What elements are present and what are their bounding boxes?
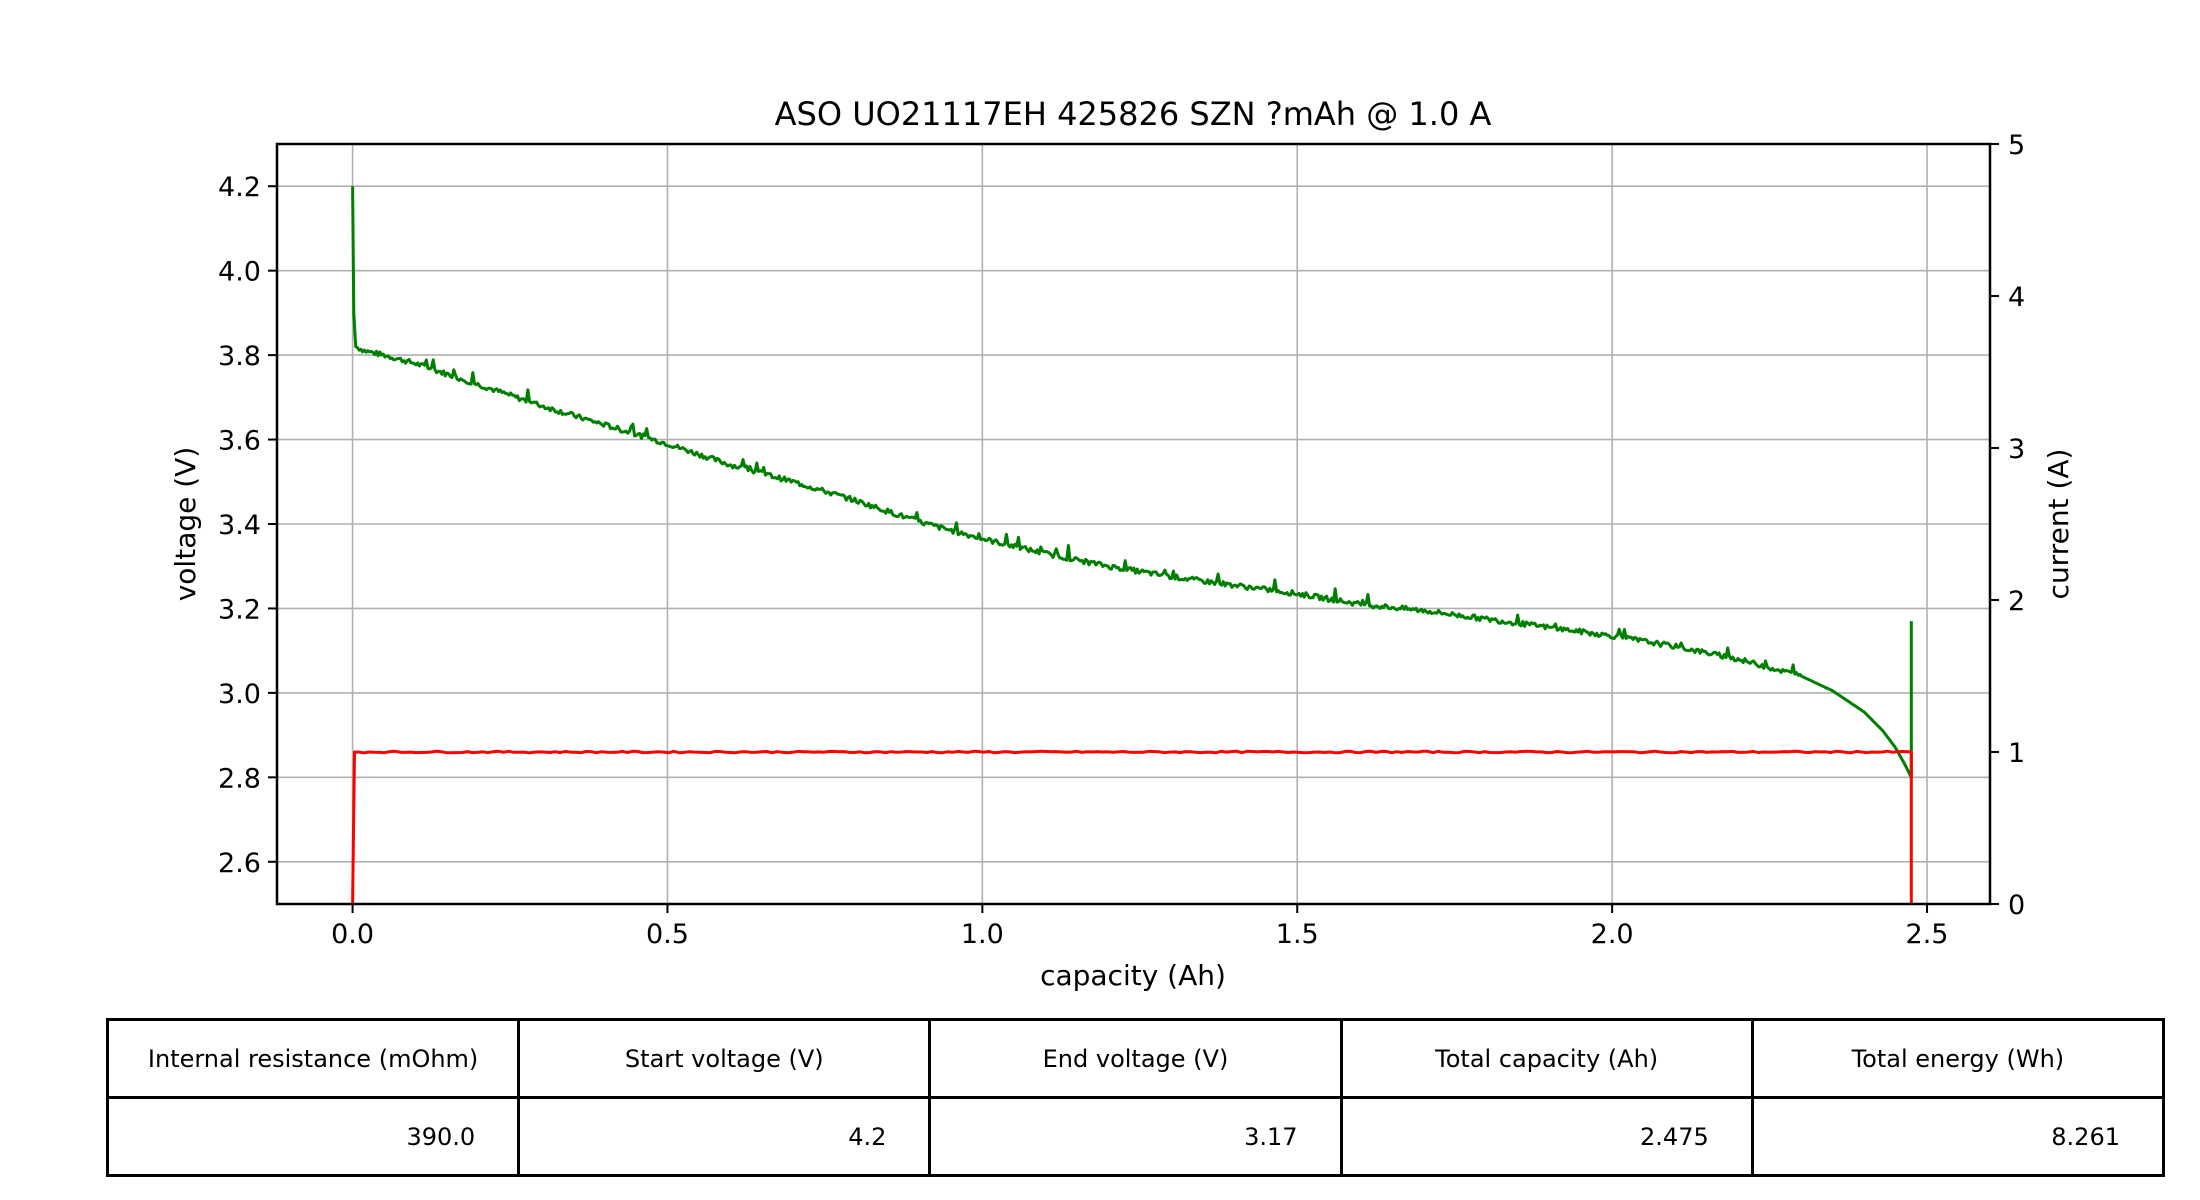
y-axis-right: 0 1 2 3 4 5 <box>1990 130 2025 921</box>
y2-tick-label: 0 <box>2008 890 2025 921</box>
x-axis-label: capacity (Ah) <box>1040 959 1226 992</box>
y-tick-label: 3.8 <box>218 341 261 372</box>
y-tick-label: 3.2 <box>218 594 261 625</box>
y-axis-label: voltage (V) <box>169 447 202 602</box>
header-internal-resistance: Internal resistance (mOhm) <box>105 1018 521 1099</box>
y2-tick-label: 5 <box>2008 130 2025 161</box>
y-axis-left: 2.6 2.8 3.0 3.2 3.4 3.6 3.8 4.0 4.2 <box>218 172 277 879</box>
value-total-capacity: 2.475 <box>1339 1096 1754 1177</box>
x-tick-label: 1.0 <box>961 919 1004 950</box>
header-start-voltage: Start voltage (V) <box>517 1018 932 1099</box>
y-tick-label: 3.4 <box>218 510 261 541</box>
header-total-energy: Total energy (Wh) <box>1750 1018 2166 1099</box>
discharge-chart: ASO UO21117EH 425826 SZN ?mAh @ 1.0 A 0.… <box>169 95 2075 992</box>
summary-table: Internal resistance (mOhm) Start voltage… <box>105 1018 2166 1177</box>
y-tick-label: 3.0 <box>218 679 261 710</box>
y2-tick-label: 3 <box>2008 434 2025 465</box>
x-axis: 0.0 0.5 1.0 1.5 2.0 2.5 <box>331 904 1948 950</box>
series-layer <box>351 186 1913 905</box>
x-tick-label: 1.5 <box>1276 919 1319 950</box>
y-tick-label: 4.2 <box>218 172 261 203</box>
y-tick-label: 2.8 <box>218 763 261 794</box>
y2-tick-label: 2 <box>2008 586 2025 617</box>
x-tick-label: 2.0 <box>1591 919 1634 950</box>
current-series-line <box>351 749 1913 905</box>
y2-axis-label: current (A) <box>2042 449 2075 600</box>
chart-title: ASO UO21117EH 425826 SZN ?mAh @ 1.0 A <box>775 95 1492 133</box>
y2-tick-label: 4 <box>2008 282 2025 313</box>
x-tick-label: 2.5 <box>1906 919 1949 950</box>
y-tick-label: 2.6 <box>218 848 261 879</box>
header-end-voltage: End voltage (V) <box>928 1018 1343 1099</box>
value-internal-resistance: 390.0 <box>105 1096 521 1177</box>
value-total-energy: 8.261 <box>1750 1096 2166 1177</box>
header-total-capacity: Total capacity (Ah) <box>1339 1018 1754 1099</box>
value-end-voltage: 3.17 <box>928 1096 1343 1177</box>
voltage-series-line <box>351 186 1913 779</box>
x-tick-label: 0.0 <box>331 919 374 950</box>
value-start-voltage: 4.2 <box>517 1096 932 1177</box>
table-value-row: 390.0 4.2 3.17 2.475 8.261 <box>105 1096 2166 1177</box>
y2-tick-label: 1 <box>2008 738 2025 769</box>
y-tick-label: 3.6 <box>218 426 261 457</box>
table-header-row: Internal resistance (mOhm) Start voltage… <box>105 1018 2166 1099</box>
x-tick-label: 0.5 <box>646 919 689 950</box>
grid <box>277 144 1990 904</box>
y-tick-label: 4.0 <box>218 257 261 288</box>
